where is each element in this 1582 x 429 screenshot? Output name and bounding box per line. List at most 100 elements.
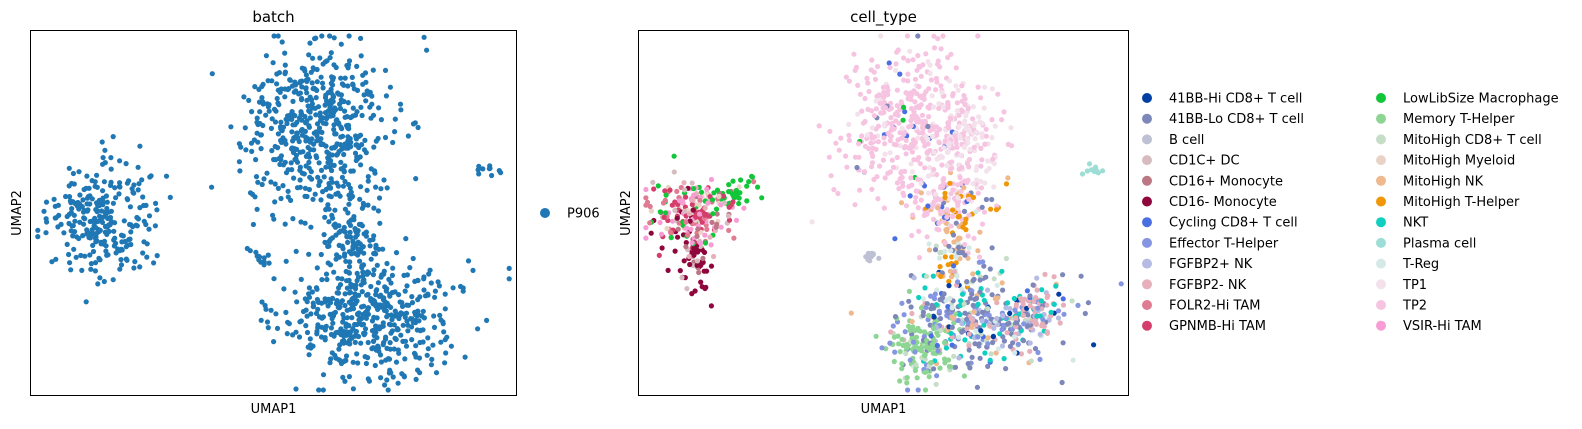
scatter-point [84,231,90,237]
scatter-point [953,220,959,226]
scatter-point [303,85,309,91]
scatter-point [384,286,390,292]
scatter-point [339,99,345,105]
scatter-point [304,90,310,96]
scatter-point [660,200,667,206]
scatter-point [967,295,973,301]
scatter-point [250,221,256,228]
scatter-point [965,233,971,239]
scatter-point [985,287,991,293]
scatter-point [896,341,902,347]
scatter-point [391,322,397,328]
scatter-point [460,285,466,291]
scatter-point [650,179,656,185]
scatter-point [1051,301,1057,307]
scatter-point [99,208,105,214]
scatter-point [66,251,72,258]
scatter-point [989,245,995,251]
scatter-point [409,337,415,343]
scatter-point [1013,302,1020,308]
scatter-point [375,343,381,349]
scatter-point [275,145,281,151]
scatter-point [404,283,410,289]
scatter-point [315,306,321,312]
scatter-point [936,101,942,107]
scatter-point [974,177,980,183]
scatter-point [913,194,919,200]
scatter-point [320,61,326,67]
scatter-point [266,102,272,108]
scatter-point [852,202,858,208]
scatter-point [392,116,398,122]
scatter-point [342,108,348,114]
scatter-point [937,365,943,371]
scatter-point [698,189,705,195]
scatter-point [916,255,923,261]
scatter-point [881,205,888,211]
scatter-point [983,126,989,132]
scatter-point [308,224,314,230]
scatter-point [352,112,359,118]
scatter-point [498,170,504,176]
scatter-point [909,310,915,317]
scatter-point [978,178,984,184]
scatter-point [672,207,678,213]
scatter-point [828,173,834,179]
scatter-point [881,94,887,100]
scatter-point [389,317,395,323]
scatter-point [68,267,74,273]
scatter-point [424,47,430,53]
scatter-point [275,131,281,137]
scatter-point [933,87,939,93]
legend-item: CD16+ Monocyte [1142,174,1283,189]
scatter-point [924,337,930,344]
scatter-point [871,113,878,119]
scatter-point [898,99,904,105]
scatter-point [978,163,984,169]
scatter-point [1056,291,1062,297]
scatter-point [978,145,984,151]
scatter-point [378,274,384,280]
scatter-point [936,308,943,314]
scatter-point [978,95,984,101]
scatter-point [973,167,979,173]
scatter-point [865,250,872,256]
scatter-point [679,275,685,281]
scatter-point [900,117,906,123]
scatter-point [891,358,897,365]
scatter-point [953,83,959,89]
scatter-point [704,226,710,232]
scatter-point [959,328,965,334]
scatter-point [682,187,688,193]
scatter-point [362,326,369,332]
scatter-point [90,231,96,237]
scatter-point [928,333,934,339]
scatter-point [76,169,82,175]
scatter-point [937,297,943,303]
scatter-point [1003,181,1010,187]
scatter-point [922,353,928,359]
scatter-point [912,367,919,374]
scatter-point [342,378,348,384]
scatter-point [375,208,381,214]
scatter-point [331,145,337,151]
scatter-point [271,106,278,112]
scatter-point [365,355,371,361]
scatter-point [1044,329,1050,335]
scatter-point [209,184,215,190]
scatter-point [925,203,931,209]
scatter-point [462,354,468,360]
scatter-point [256,254,263,260]
scatter-point [359,289,365,295]
scatter-point [153,200,159,206]
scatter-point [334,290,340,296]
scatter-point [698,262,704,268]
scatter-point [869,125,876,131]
scatter-point [273,157,279,163]
scatter-point [360,269,366,275]
scatter-point [922,369,928,375]
scatter-point [888,100,894,106]
scatter-point [988,206,994,212]
scatter-point [108,166,114,172]
scatter-point [489,172,495,179]
